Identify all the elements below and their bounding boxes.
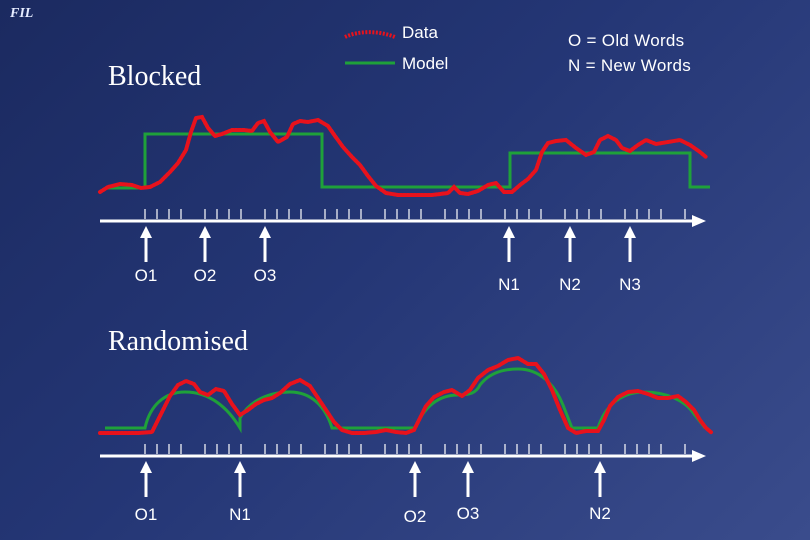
blocked-event-label-o2: O2 [193,266,217,285]
randomised-event-label-o1: O1 [134,505,158,524]
blocked-heading: Blocked [108,61,202,92]
randomised-axis-arrowhead [692,450,706,462]
blocked-axis-arrowhead [692,215,706,227]
randomised-event-arrowhead-o3 [462,461,474,473]
fil-logo: FIL [10,6,34,21]
blocked-event-arrowhead-o3 [259,226,271,238]
legend-model-label: Model [402,54,449,73]
blocked-event-arrowhead-n1 [503,226,515,238]
key-new-words: N = New Words [568,56,692,75]
randomised-event-label-n2: N2 [589,504,611,523]
blocked-event-label-n1: N1 [498,275,520,294]
key-old-words: O = Old Words [568,31,685,50]
blocked-event-arrows [140,226,636,262]
legend-data-label: Data [402,23,438,42]
randomised-ticks [144,444,686,454]
randomised-heading: Randomised [108,326,248,357]
blocked-data-line [98,114,708,197]
blocked-event-label-n3: N3 [619,275,641,294]
blocked-model-line [105,132,710,190]
randomised-event-label-n1: N1 [229,505,251,524]
randomised-event-label-o2: O2 [403,507,427,526]
randomised-event-arrowhead-n1 [234,461,246,473]
blocked-event-arrowhead-n3 [624,226,636,238]
blocked-event-label-o1: O1 [134,266,158,285]
blocked-ticks [144,209,686,219]
blocked-event-label-o3: O3 [253,266,277,285]
randomised-event-arrows [140,461,606,497]
blocked-event-arrowhead-n2 [564,226,576,238]
blocked-event-arrowhead-o2 [199,226,211,238]
randomised-event-label-o3: O3 [456,504,480,523]
randomised-event-arrowhead-o2 [409,461,421,473]
randomised-event-arrowhead-o1 [140,461,152,473]
blocked-event-label-n2: N2 [559,275,581,294]
randomised-data-line [98,355,714,436]
legend-data-line [344,30,396,39]
blocked-event-arrowhead-o1 [140,226,152,238]
randomised-event-arrowhead-n2 [594,461,606,473]
